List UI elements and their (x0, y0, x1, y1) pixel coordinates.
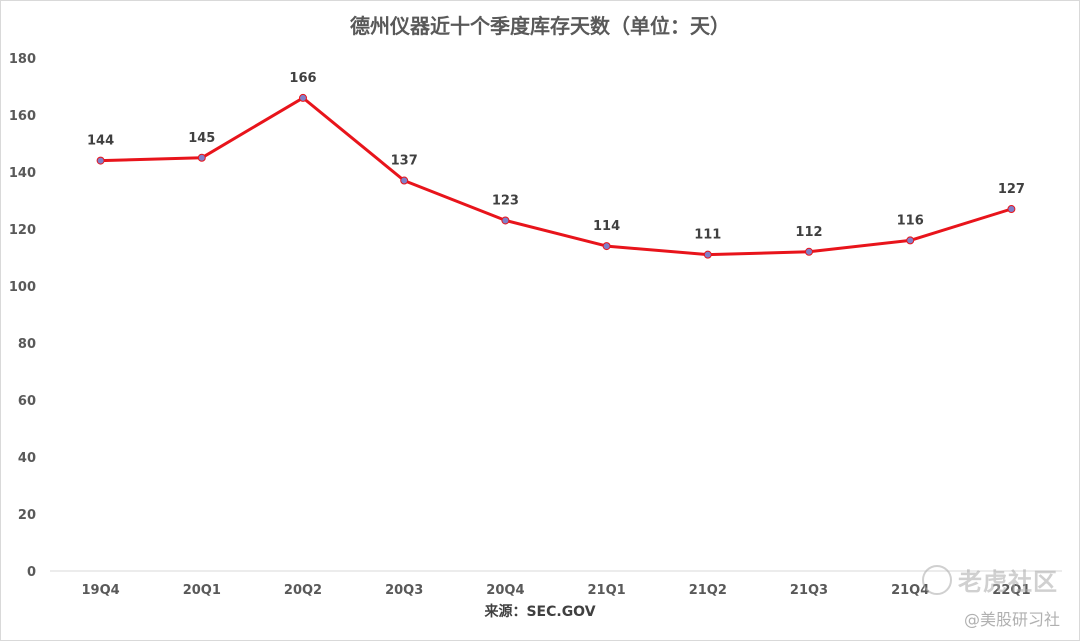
watermark-handle: @美股研习社 (963, 610, 1060, 629)
y-tick-label: 20 (18, 508, 36, 523)
data-point (197, 153, 206, 162)
x-tick-label: 22Q1 (992, 583, 1030, 598)
source-note: 来源：SEC.GOV (484, 604, 596, 620)
data-label: 112 (795, 225, 822, 240)
x-axis-ticks: 19Q4 20Q1 20Q2 20Q3 20Q4 21Q1 21Q2 21Q3 21Q4 22Q1 (82, 583, 1031, 598)
data-point (299, 93, 307, 102)
y-tick-label: 180 (9, 52, 36, 67)
x-tick-label: 21Q3 (790, 583, 828, 598)
x-tick-label: 21Q2 (689, 583, 727, 598)
y-tick-label: 160 (9, 109, 36, 124)
data-label: 111 (694, 228, 721, 243)
watermark-brand-text: 老虎社区 (958, 568, 1058, 596)
x-tick-label: 21Q4 (891, 583, 929, 598)
tiger-logo-icon (922, 565, 952, 595)
series-line (99, 96, 1013, 257)
y-axis-ticks: 0 20 40 60 80 100 120 140 160 180 (9, 52, 36, 580)
y-tick-label: 60 (18, 394, 36, 409)
data-label: 123 (492, 193, 519, 208)
data-point (501, 216, 510, 225)
y-tick-label: 40 (18, 451, 36, 466)
x-tick-label: 20Q2 (284, 583, 322, 598)
data-point (805, 247, 813, 256)
data-point (400, 176, 409, 185)
x-tick-label: 19Q4 (82, 583, 120, 598)
x-tick-label: 20Q1 (183, 583, 221, 598)
data-label: 114 (593, 219, 620, 234)
data-label: 144 (87, 134, 114, 149)
data-label: 137 (391, 154, 418, 169)
data-point (906, 236, 915, 245)
data-label: 127 (998, 182, 1025, 197)
data-label: 166 (289, 71, 316, 86)
data-label: 145 (188, 131, 215, 146)
x-tick-label: 20Q3 (385, 583, 423, 598)
data-point (96, 156, 105, 165)
y-tick-label: 100 (9, 280, 36, 295)
data-labels: 144 145 166 137 123 114 111 112 116 127 (87, 71, 1025, 243)
x-tick-label: 21Q1 (588, 583, 626, 598)
y-tick-label: 0 (27, 565, 36, 580)
series-markers (96, 93, 1016, 259)
data-label: 116 (897, 213, 924, 228)
data-point (602, 242, 611, 251)
y-tick-label: 80 (18, 337, 36, 352)
y-tick-label: 140 (9, 166, 36, 181)
x-tick-label: 20Q4 (486, 583, 524, 598)
data-point (1007, 205, 1016, 214)
chart-title: 德州仪器近十个季度库存天数（单位：天） (350, 14, 730, 38)
y-tick-label: 120 (9, 223, 36, 238)
data-point (703, 250, 712, 259)
watermark-brand: 老虎社区 (922, 562, 1058, 598)
